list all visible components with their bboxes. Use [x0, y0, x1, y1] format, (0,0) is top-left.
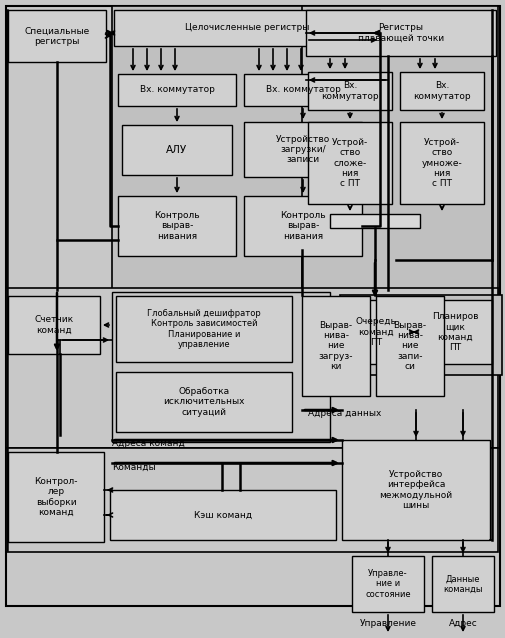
- Bar: [243, 196, 361, 256]
- Bar: [6, 288, 497, 448]
- Bar: [308, 122, 391, 204]
- Text: Адрес: Адрес: [448, 618, 476, 628]
- Bar: [375, 296, 443, 396]
- Text: Вх.
коммутатор: Вх. коммутатор: [321, 81, 378, 101]
- Bar: [110, 490, 335, 540]
- Text: Контроль
вырав-
нивания: Контроль вырав- нивания: [280, 211, 325, 241]
- Bar: [8, 296, 100, 354]
- Bar: [112, 6, 393, 294]
- Text: Очередь
команд
ПТ: Очередь команд ПТ: [355, 317, 395, 347]
- Text: Контрол-
лер
выборки
команд: Контрол- лер выборки команд: [34, 477, 78, 517]
- Bar: [301, 6, 497, 294]
- Text: Команды: Команды: [112, 463, 156, 471]
- Bar: [399, 122, 483, 204]
- Bar: [116, 372, 291, 432]
- Text: Устройство
загрузки/
записи: Устройство загрузки/ записи: [275, 135, 329, 165]
- Text: Устрой-
ство
умноже-
ния
с ПТ: Устрой- ство умноже- ния с ПТ: [421, 138, 462, 188]
- Text: Планиров
щик
команд
ПТ: Планиров щик команд ПТ: [431, 312, 477, 352]
- Bar: [341, 300, 409, 364]
- Text: Контроль
вырав-
нивания: Контроль вырав- нивания: [154, 211, 199, 241]
- Text: Устройство
интерфейса
межмодульной
шины: Устройство интерфейса межмодульной шины: [379, 470, 451, 510]
- Bar: [118, 74, 235, 106]
- Bar: [308, 72, 391, 110]
- Text: Вх. коммутатор: Вх. коммутатор: [139, 85, 214, 94]
- Text: Глобальный дешифратор
Контроль зависимостей
Планирование и
управление: Глобальный дешифратор Контроль зависимос…: [147, 309, 261, 349]
- Bar: [351, 556, 423, 612]
- Text: Специальные
регистры: Специальные регистры: [24, 26, 89, 46]
- Text: Управление: Управление: [359, 618, 416, 628]
- Bar: [8, 452, 104, 542]
- Text: АЛУ: АЛУ: [166, 145, 187, 155]
- Text: Вырав-
нива-
ние
запи-
си: Вырав- нива- ние запи- си: [393, 321, 426, 371]
- Bar: [243, 122, 361, 177]
- Text: Целочисленные регистры: Целочисленные регистры: [184, 24, 309, 33]
- Bar: [399, 72, 483, 110]
- Bar: [301, 296, 369, 396]
- Text: Регистры
плавающей точки: Регистры плавающей точки: [357, 24, 443, 43]
- Text: Вырав-
нива-
ние
загруз-
ки: Вырав- нива- ние загруз- ки: [318, 321, 352, 371]
- Bar: [116, 296, 291, 362]
- Bar: [8, 10, 106, 62]
- Text: Адреса команд: Адреса команд: [112, 438, 184, 447]
- Text: Устрой-
ство
сложе-
ния
с ПТ: Устрой- ство сложе- ния с ПТ: [331, 138, 368, 188]
- Text: Вх. коммутатор: Вх. коммутатор: [265, 85, 340, 94]
- Text: Обработка
исключительных
ситуаций: Обработка исключительных ситуаций: [163, 387, 244, 417]
- Text: Данные
команды: Данные команды: [442, 574, 482, 594]
- Bar: [243, 74, 361, 106]
- Text: Управле-
ние и
состояние: Управле- ние и состояние: [365, 569, 410, 599]
- Text: Адреса данных: Адреса данных: [308, 408, 381, 417]
- Bar: [118, 196, 235, 256]
- Bar: [329, 214, 419, 228]
- Bar: [6, 448, 497, 552]
- Text: Вх.
коммутатор: Вх. коммутатор: [413, 81, 470, 101]
- Bar: [122, 125, 231, 175]
- Bar: [114, 10, 379, 46]
- Bar: [306, 10, 495, 56]
- Bar: [112, 292, 329, 442]
- Bar: [339, 295, 501, 375]
- Bar: [417, 300, 491, 364]
- Text: Кэш команд: Кэш команд: [193, 510, 251, 519]
- Text: Счетчик
команд: Счетчик команд: [34, 315, 73, 335]
- Bar: [341, 440, 489, 540]
- Bar: [431, 556, 493, 612]
